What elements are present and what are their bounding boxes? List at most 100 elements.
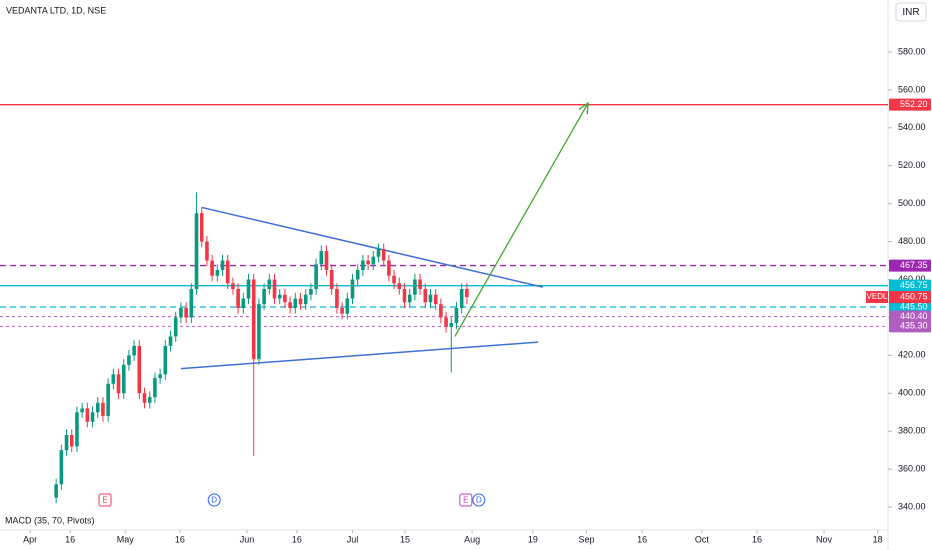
- x-tick-label: May: [117, 534, 135, 544]
- x-tick-label: 15: [400, 534, 410, 544]
- candle-body: [210, 260, 214, 276]
- price-label-box: [889, 320, 931, 333]
- candle-body: [465, 288, 469, 298]
- candle-body: [95, 402, 100, 413]
- candle-body: [147, 397, 152, 403]
- x-tick-label: Oct: [695, 534, 710, 544]
- candle-body: [158, 374, 162, 379]
- candle-body: [428, 294, 433, 303]
- x-tick-label: Sep: [578, 534, 594, 544]
- candle-body: [303, 294, 308, 305]
- event-marker: [98, 493, 112, 507]
- x-tick-label: Jul: [347, 534, 359, 544]
- candle-body: [418, 279, 422, 289]
- candle-body: [314, 264, 318, 289]
- indicator-label: MACD (35, 70, Pivots): [5, 515, 95, 525]
- x-tick-label: 16: [637, 534, 647, 544]
- candle-body: [241, 298, 246, 308]
- candle-body: [153, 378, 157, 398]
- candle-body: [345, 298, 350, 314]
- candle-body: [106, 383, 110, 417]
- last-price-label: 450.75: [900, 291, 928, 301]
- price-label-box: [889, 98, 931, 111]
- candle-body: [246, 279, 251, 299]
- price-label: 456.75: [900, 280, 928, 290]
- candle-body: [116, 374, 121, 394]
- price-label: 467.35: [900, 260, 928, 270]
- candle-body: [402, 288, 407, 303]
- candle-body: [220, 260, 225, 271]
- price-label: 552.20: [900, 99, 928, 109]
- event-label: E: [102, 496, 107, 505]
- candle-body: [64, 435, 69, 451]
- candle-body: [449, 323, 454, 327]
- candle-body: [361, 260, 365, 271]
- candle-body: [85, 408, 90, 422]
- candle-body: [163, 345, 168, 375]
- candle-body: [407, 294, 412, 303]
- candle-body: [225, 260, 230, 284]
- currency-label[interactable]: INR: [902, 7, 919, 18]
- candle-body: [319, 251, 324, 265]
- candle-body: [267, 279, 272, 289]
- y-tick-label: 540.00: [898, 122, 926, 132]
- candle-body: [179, 307, 183, 318]
- y-tick-label: 460.00: [898, 274, 926, 284]
- candle-body: [413, 279, 417, 295]
- candle-body: [101, 402, 105, 417]
- price-label-box: [889, 259, 931, 272]
- candle-body: [75, 412, 79, 447]
- y-tick-label: 340.00: [898, 501, 926, 511]
- y-tick-label: 520.00: [898, 160, 926, 170]
- candle-body: [80, 408, 84, 413]
- candle-body: [298, 298, 303, 305]
- candle-body: [142, 393, 147, 403]
- last-price-box: [889, 291, 931, 304]
- candle-body: [439, 304, 443, 318]
- x-tick-label: 16: [175, 534, 185, 544]
- x-tick-label: Aug: [464, 534, 480, 544]
- x-tick-label: 18: [873, 534, 883, 544]
- event-marker: [472, 493, 486, 507]
- candle-body: [366, 260, 370, 265]
- candle-body: [173, 317, 178, 337]
- y-tick-label: 400.00: [898, 388, 926, 398]
- candle-body: [194, 213, 199, 289]
- y-tick-label: 500.00: [898, 198, 926, 208]
- candle-body: [371, 256, 376, 265]
- price-label-box: [889, 310, 931, 323]
- candle-body: [288, 302, 292, 308]
- candle-body: [262, 288, 266, 305]
- candle-body: [236, 288, 240, 308]
- currency-button[interactable]: [895, 2, 927, 22]
- candle-body: [90, 412, 95, 422]
- trend-line: [180, 341, 539, 370]
- y-tick-label: 480.00: [898, 236, 926, 246]
- price-label-box: [889, 301, 931, 314]
- price-label: 435.30: [900, 321, 928, 331]
- x-tick-label: 16: [292, 534, 302, 544]
- last-price-symbol: VEDL: [867, 292, 888, 301]
- event-label: D: [211, 496, 217, 505]
- last-price-symbol-box: [866, 291, 888, 304]
- candle-body: [277, 294, 282, 299]
- candle-body: [199, 213, 204, 242]
- x-tick-label: Nov: [816, 534, 833, 544]
- price-label: 440.40: [900, 311, 928, 321]
- x-tick-label: Jun: [240, 534, 255, 544]
- candle-body: [433, 294, 438, 305]
- candle-body: [54, 484, 58, 498]
- x-tick-label: 16: [752, 534, 762, 544]
- event-label: E: [463, 496, 468, 505]
- candle-body: [283, 294, 287, 303]
- candle-body: [397, 283, 402, 289]
- candle-body: [137, 345, 142, 394]
- candle-body: [459, 288, 464, 308]
- candle-body: [329, 270, 334, 289]
- candle-body: [215, 270, 220, 276]
- candle-body: [355, 270, 360, 280]
- chart-title: VEDANTA LTD, 1D, NSE: [6, 5, 106, 15]
- candle-body: [387, 260, 391, 276]
